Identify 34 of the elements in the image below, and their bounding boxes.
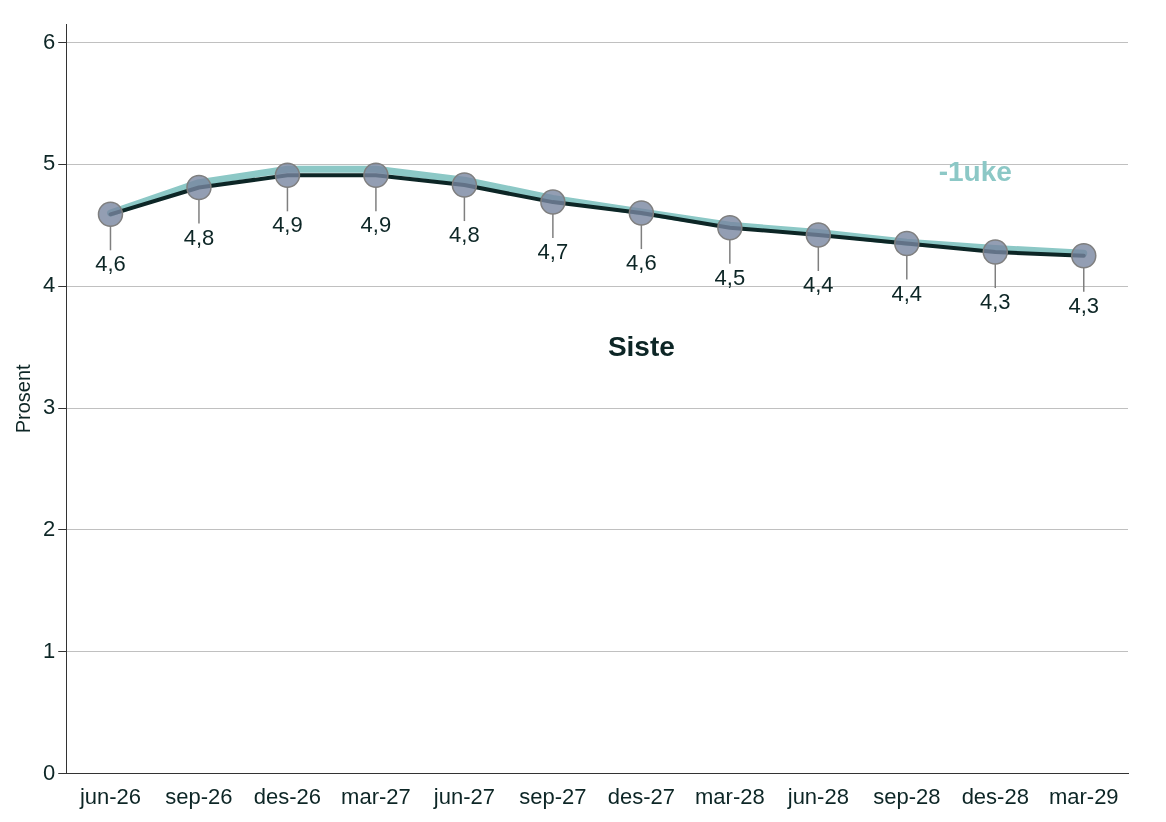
data-label: 4,8 xyxy=(449,222,480,248)
y-tick-label: 4 xyxy=(42,272,56,298)
x-tick-label: sep-27 xyxy=(519,783,587,809)
data-label: 4,5 xyxy=(714,264,746,290)
x-tick-label: jun-28 xyxy=(786,783,849,809)
text: Siste xyxy=(607,330,675,362)
data-label: 4,3 xyxy=(979,289,1011,315)
x-tick-label: sep-28 xyxy=(873,783,941,809)
y-tick-label: 5 xyxy=(42,150,56,176)
x-tick-label: jun-26 xyxy=(78,783,142,809)
data-label: 4,3 xyxy=(1068,292,1100,318)
x-tick-label: mar-27 xyxy=(341,783,411,809)
y-axis-title: Prosent xyxy=(11,364,34,434)
data-label: 4,4 xyxy=(803,272,834,298)
data-label: 4,6 xyxy=(95,251,126,277)
data-label: 4,6 xyxy=(626,250,657,276)
x-tick-label: sep-26 xyxy=(165,783,233,809)
x-tick-label: des-27 xyxy=(607,783,675,809)
y-tick-label: 1 xyxy=(42,637,56,663)
y-tick-label: 6 xyxy=(42,28,56,54)
x-tick-label: mar-28 xyxy=(694,783,765,809)
y-tick-label: 3 xyxy=(42,394,56,420)
x-tick-label: mar-29 xyxy=(1048,783,1119,809)
y-tick-label: 2 xyxy=(42,515,56,541)
data-label: 4,4 xyxy=(891,280,923,306)
data-label: 4,9 xyxy=(360,212,392,238)
text: -1uke xyxy=(938,156,1012,188)
data-label: 4,7 xyxy=(537,239,569,265)
x-tick-label: des-28 xyxy=(961,783,1029,809)
data-label: 4,8 xyxy=(183,224,215,250)
x-tick-label: jun-27 xyxy=(432,783,495,809)
y-tick-label: 0 xyxy=(42,759,56,785)
data-label: 4,9 xyxy=(272,212,303,238)
x-tick-label: des-26 xyxy=(253,783,322,809)
